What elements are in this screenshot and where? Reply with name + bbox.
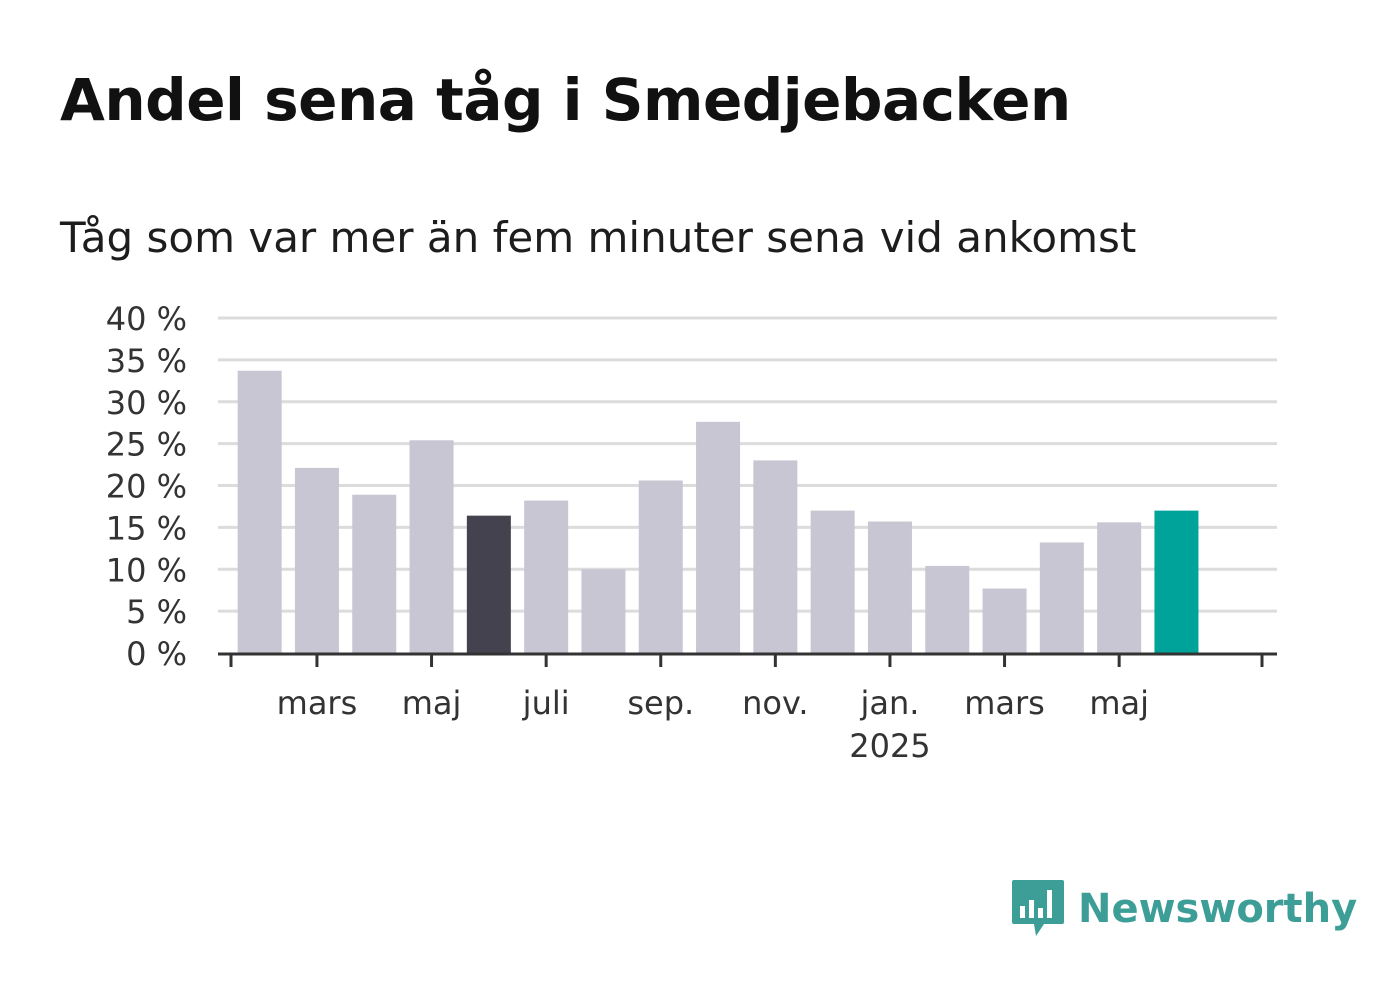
bar — [638, 480, 683, 653]
logo-text: Newsworthy — [1078, 886, 1358, 932]
x-tick-label: mars — [277, 684, 358, 722]
bar — [753, 460, 798, 653]
bar — [810, 510, 855, 653]
bar — [867, 521, 912, 653]
chart-subtitle: Tåg som var mer än fem minuter sena vid … — [60, 213, 1137, 262]
bar — [1039, 542, 1084, 653]
y-tick-label: 30 % — [106, 384, 187, 422]
chart-title: Andel sena tåg i Smedjebacken — [60, 66, 1071, 134]
y-tick-label: 0 % — [126, 635, 187, 673]
bar — [524, 500, 569, 653]
y-tick-label: 40 % — [106, 300, 187, 338]
bar-chart-speech-bubble-icon — [1012, 880, 1064, 936]
x-tick-label: maj — [1089, 684, 1149, 722]
bar — [409, 440, 454, 653]
y-tick-label: 10 % — [106, 551, 187, 589]
bar — [925, 565, 970, 653]
x-tick-sublabel: 2025 — [849, 727, 930, 765]
x-tick-label: nov. — [742, 684, 808, 722]
y-tick-label: 25 % — [106, 426, 187, 464]
bar — [294, 467, 339, 653]
y-tick-label: 5 % — [126, 593, 187, 631]
bar — [466, 515, 511, 653]
y-tick-label: 35 % — [106, 342, 187, 380]
bar — [237, 370, 282, 653]
y-tick-label: 20 % — [106, 468, 187, 506]
y-tick-label: 15 % — [106, 509, 187, 547]
bar — [696, 421, 741, 653]
bar — [1097, 522, 1142, 653]
x-tick-label: mars — [964, 684, 1045, 722]
bar — [982, 588, 1027, 653]
x-tick-label: sep. — [627, 684, 694, 722]
newsworthy-logo: Newsworthy — [1010, 878, 1357, 940]
bar — [352, 494, 397, 653]
x-tick-label: juli — [522, 684, 570, 722]
x-tick-label: jan. — [859, 684, 919, 722]
bar — [1154, 510, 1199, 653]
x-tick-label: maj — [402, 684, 462, 722]
bar — [581, 569, 626, 653]
